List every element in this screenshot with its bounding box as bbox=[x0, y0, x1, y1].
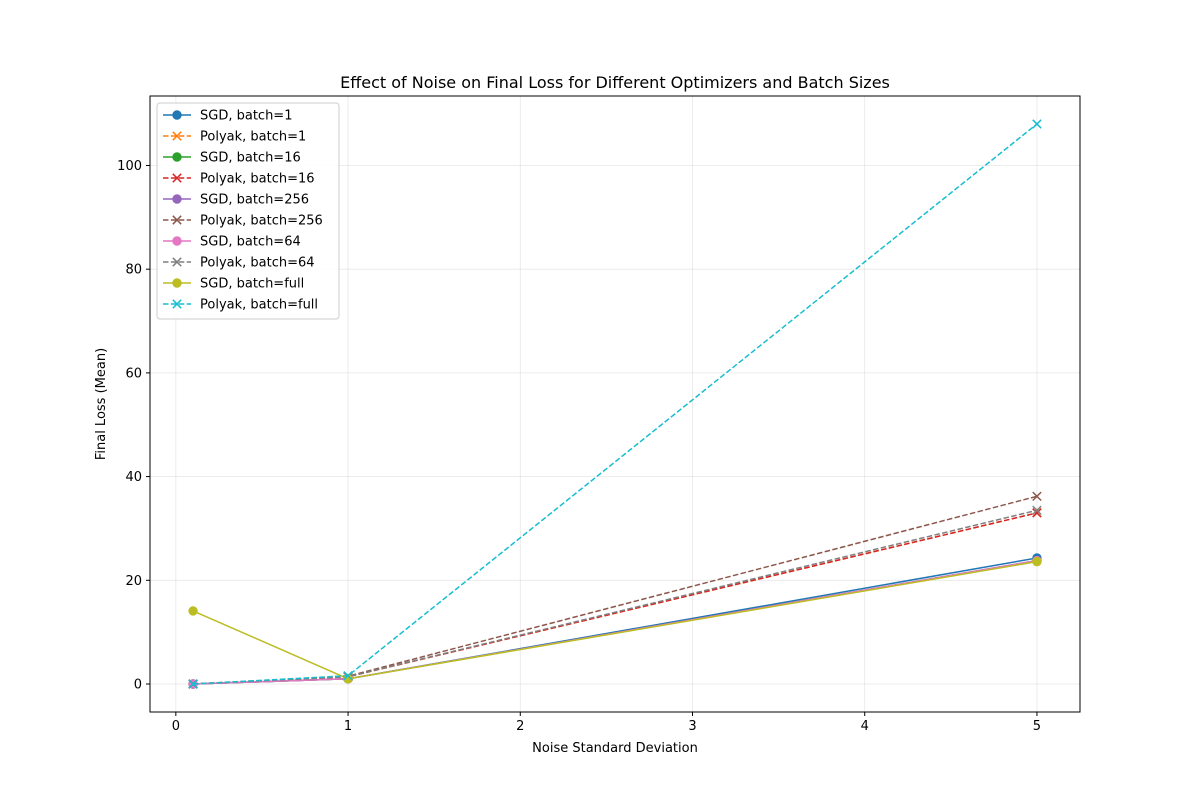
y-axis-label: Final Loss (Mean) bbox=[94, 348, 109, 460]
legend: SGD, batch=1 Polyak, batch=1 SGD, batch=16… bbox=[156, 102, 340, 320]
y-tick-label: 40 bbox=[125, 470, 142, 485]
data-point bbox=[1032, 491, 1042, 502]
legend-item: SGD, batch=64 bbox=[163, 235, 301, 250]
legend-item: SGD, batch=16 bbox=[163, 151, 301, 166]
y-tick-label: 60 bbox=[125, 366, 142, 381]
x-tick-label: 0 bbox=[172, 719, 180, 734]
legend-item: Polyak, batch=1 bbox=[163, 130, 306, 145]
data-point bbox=[343, 670, 353, 681]
legend-item: Polyak, batch=16 bbox=[163, 172, 315, 187]
data-point bbox=[1032, 556, 1042, 567]
x-axis-label: Noise Standard Deviation bbox=[532, 741, 698, 756]
legend-item: SGD, batch=256 bbox=[163, 193, 309, 208]
legend-label: SGD, batch=16 bbox=[200, 151, 301, 166]
legend-marker bbox=[172, 194, 182, 204]
x-tick-label: 4 bbox=[861, 719, 869, 734]
y-tick-label: 20 bbox=[125, 574, 142, 589]
data-point bbox=[188, 606, 198, 616]
y-tick-label: 0 bbox=[134, 678, 142, 693]
legend-label: Polyak, batch=64 bbox=[200, 256, 315, 271]
legend-marker bbox=[172, 173, 182, 183]
legend-marker bbox=[172, 299, 182, 309]
gridlines bbox=[150, 96, 1080, 712]
legend-marker bbox=[172, 131, 182, 141]
plot-frame bbox=[149, 95, 1081, 713]
legend-label: SGD, batch=64 bbox=[200, 235, 301, 250]
x-tick-label: 5 bbox=[1033, 719, 1041, 734]
legend-marker bbox=[172, 236, 182, 246]
legend-item: Polyak, batch=full bbox=[163, 298, 318, 313]
series-10 bbox=[188, 119, 1042, 689]
x-tick-label: 2 bbox=[516, 719, 524, 734]
legend-item: Polyak, batch=64 bbox=[163, 256, 315, 271]
data-point bbox=[343, 674, 353, 684]
series-layer bbox=[188, 119, 1042, 689]
legend-label: SGD, batch=256 bbox=[200, 193, 309, 208]
legend-marker bbox=[172, 110, 182, 120]
legend-marker bbox=[172, 278, 182, 288]
legend-label: Polyak, batch=1 bbox=[200, 130, 306, 145]
legend-marker bbox=[172, 215, 182, 225]
y-tick-label: 80 bbox=[125, 263, 142, 278]
chart-title: Effect of Noise on Final Loss for Differ… bbox=[340, 73, 890, 92]
legend-item: SGD, batch=full bbox=[163, 277, 304, 292]
x-tick-label: 3 bbox=[688, 719, 696, 734]
data-point bbox=[1032, 119, 1042, 129]
data-point bbox=[1032, 505, 1042, 516]
x-tick-label: 1 bbox=[344, 719, 352, 734]
data-point bbox=[188, 679, 198, 689]
series-9 bbox=[188, 556, 1042, 684]
legend-marker bbox=[172, 257, 182, 267]
legend-item: SGD, batch=1 bbox=[163, 109, 292, 124]
legend-label: SGD, batch=full bbox=[200, 277, 304, 292]
legend-label: Polyak, batch=full bbox=[200, 298, 318, 313]
legend-item: Polyak, batch=256 bbox=[163, 214, 323, 229]
legend-label: Polyak, batch=256 bbox=[200, 214, 323, 229]
y-tick-label: 100 bbox=[117, 159, 142, 174]
data-point bbox=[1032, 508, 1042, 518]
legend-box bbox=[156, 102, 340, 320]
legend-marker bbox=[172, 152, 182, 162]
legend-label: SGD, batch=1 bbox=[200, 109, 292, 124]
axis-ticks: 0 1 2 3 4 5 0 20 40 60 80 100 bbox=[117, 159, 1041, 734]
legend-label: Polyak, batch=16 bbox=[200, 172, 315, 187]
